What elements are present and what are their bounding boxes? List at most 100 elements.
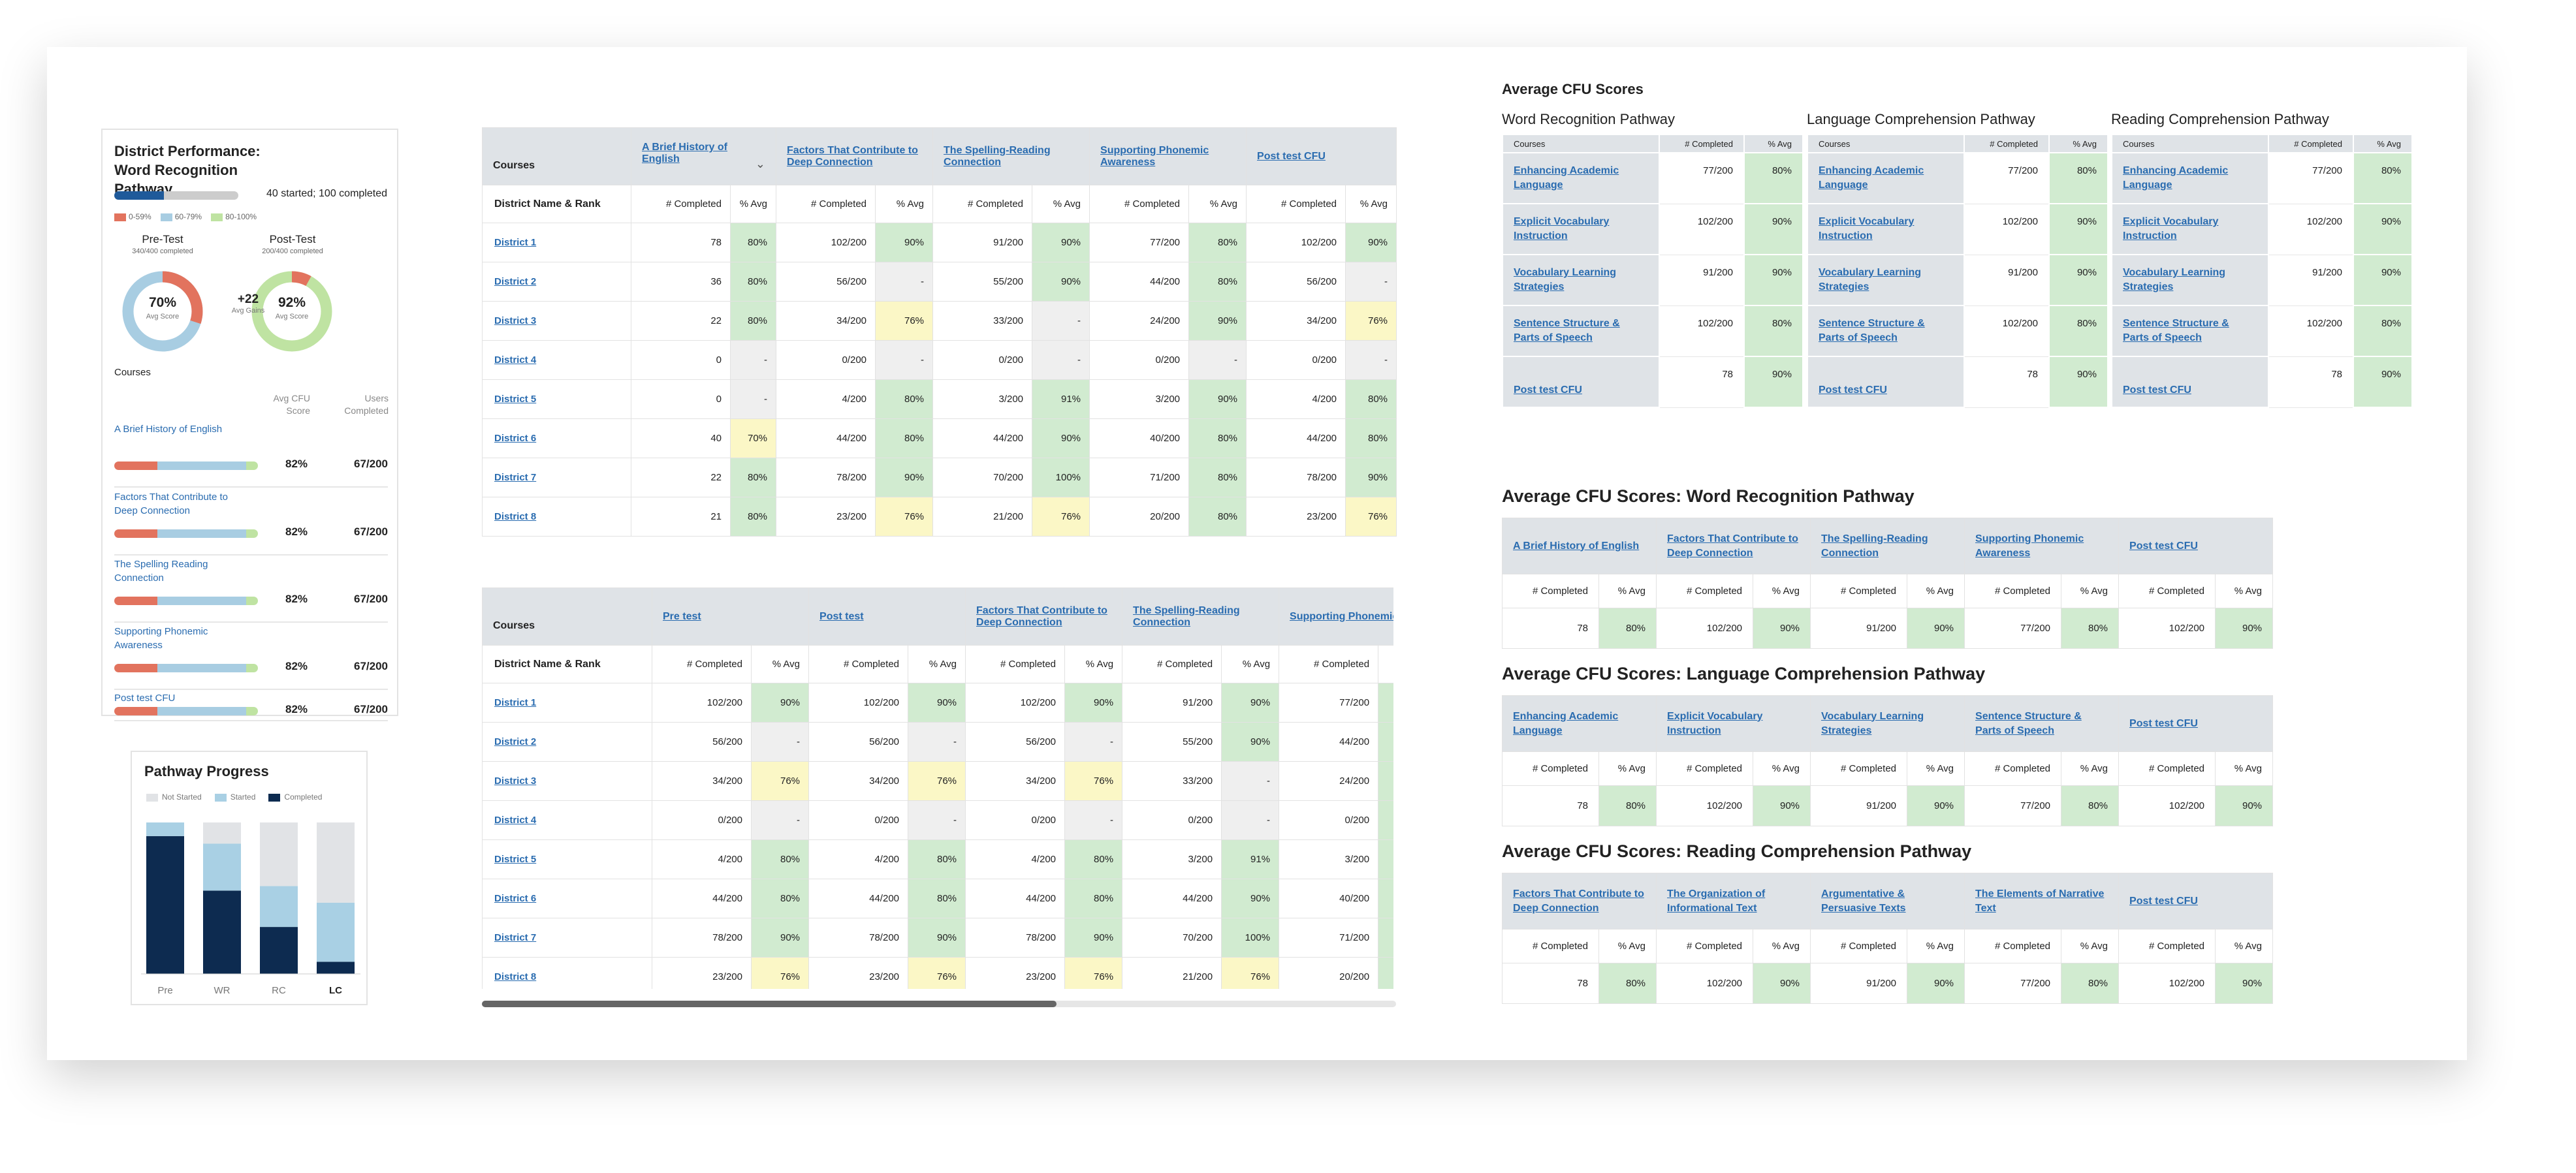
district-link[interactable]: District 3 [494, 775, 537, 787]
course-link[interactable]: Sentence Structure & Parts of Speech [1819, 318, 1925, 343]
course-cell[interactable]: Post test CFU [1502, 356, 1660, 408]
district-name-cell[interactable]: District 3 [482, 301, 631, 341]
course-header-cell[interactable]: Post test CFU [2118, 695, 2274, 752]
district-name-cell[interactable]: District 4 [482, 340, 631, 380]
course-link[interactable]: The Spelling-Reading Connection [1821, 533, 1928, 559]
course-link[interactable]: Explicit Vocabulary Instruction [1819, 216, 1915, 242]
district-link[interactable]: District 6 [494, 893, 537, 904]
course-cell[interactable]: Explicit Vocabulary Instruction [1807, 203, 1965, 255]
district-name-cell[interactable]: District 6 [482, 418, 631, 458]
course-cell[interactable]: Enhancing Academic Language [1502, 152, 1660, 204]
course-link[interactable]: A Brief History of English [642, 142, 727, 164]
course-header-cell[interactable]: Pre test [651, 587, 810, 646]
district-link[interactable]: District 8 [494, 971, 537, 982]
course-header-cell[interactable]: Vocabulary Learning Strategies [1810, 695, 1965, 752]
horizontal-scrollbar[interactable] [482, 1001, 1396, 1007]
course-cell[interactable]: Sentence Structure & Parts of Speech [2111, 305, 2269, 357]
course-name[interactable]: The Spelling Reading Connection [114, 559, 208, 584]
course-name[interactable]: Supporting Phonemic Awareness [114, 626, 208, 651]
sort-chevron-icon[interactable]: ⌄ [755, 157, 766, 170]
course-link[interactable]: Vocabulary Learning Strategies [1821, 710, 1924, 736]
district-link[interactable]: District 5 [494, 854, 537, 865]
course-link[interactable]: Factors That Contribute to Deep Connecti… [976, 604, 1107, 628]
district-link[interactable]: District 4 [494, 354, 537, 366]
course-link[interactable]: Vocabulary Learning Strategies [1819, 267, 1922, 292]
district-link[interactable]: District 7 [494, 472, 537, 483]
course-link[interactable]: Post test CFU [2123, 384, 2191, 396]
course-row[interactable]: The Spelling Reading Connection 82% 67/200 [114, 557, 388, 623]
course-link[interactable]: The Organization of Informational Text [1667, 888, 1766, 914]
course-link[interactable]: Sentence Structure & Parts of Speech [1514, 318, 1620, 343]
course-link[interactable]: The Elements of Narrative Text [1975, 888, 2105, 914]
district-name-cell[interactable]: District 7 [482, 918, 652, 958]
course-link[interactable]: Explicit Vocabulary Instruction [2123, 216, 2219, 242]
course-header-cell[interactable]: Post test CFU [2118, 873, 2274, 930]
course-link[interactable]: Enhancing Academic Language [1819, 165, 1924, 191]
district-name-cell[interactable]: District 8 [482, 957, 652, 989]
course-header-cell[interactable]: Argumentative & Persuasive Texts [1810, 873, 1965, 930]
district-name-cell[interactable]: District 2 [482, 722, 652, 762]
course-link[interactable]: Explicit Vocabulary Instruction [1514, 216, 1610, 242]
course-header-cell[interactable]: The Spelling-Reading Connection [1810, 518, 1965, 574]
district-link[interactable]: District 3 [494, 315, 537, 326]
district-name-cell[interactable]: District 3 [482, 761, 652, 801]
course-link[interactable]: The Spelling-Reading Connection [944, 144, 1051, 168]
course-header-cell[interactable]: Supporting Phonemic Awareness [1279, 587, 1393, 646]
course-link[interactable]: Vocabulary Learning Strategies [1514, 267, 1617, 292]
district-link[interactable]: District 6 [494, 433, 537, 444]
course-cell[interactable]: Vocabulary Learning Strategies [1502, 254, 1660, 306]
scrollbar-thumb[interactable] [482, 1001, 1057, 1007]
district-name-cell[interactable]: District 8 [482, 497, 631, 537]
course-header-cell[interactable]: The Organization of Informational Text [1656, 873, 1811, 930]
district-link[interactable]: District 7 [494, 932, 537, 943]
course-header-cell[interactable]: Factors That Contribute to Deep Connecti… [1656, 518, 1811, 574]
course-name[interactable]: Factors That Contribute to Deep Connecti… [114, 492, 228, 516]
district-name-cell[interactable]: District 7 [482, 458, 631, 497]
course-cell[interactable]: Enhancing Academic Language [2111, 152, 2269, 204]
course-cell[interactable]: Explicit Vocabulary Instruction [2111, 203, 2269, 255]
course-header-cell[interactable]: Post test [808, 587, 966, 646]
course-row[interactable]: A Brief History of English 82% 67/200 [114, 422, 388, 488]
course-link[interactable]: A Brief History of English [1513, 540, 1640, 552]
course-header-cell[interactable]: Post test CFU [1246, 127, 1397, 185]
course-header-cell[interactable]: Enhancing Academic Language [1501, 695, 1657, 752]
course-link[interactable]: Factors That Contribute to Deep Connecti… [1513, 888, 1644, 914]
course-header-cell[interactable]: Factors That Contribute to Deep Connecti… [965, 587, 1123, 646]
course-header-cell[interactable]: Supporting Phonemic Awareness [1089, 127, 1247, 185]
district-link[interactable]: District 5 [494, 394, 537, 405]
course-link[interactable]: Post test CFU [1257, 150, 1326, 162]
course-link[interactable]: Enhancing Academic Language [2123, 165, 2229, 191]
course-cell[interactable]: Vocabulary Learning Strategies [1807, 254, 1965, 306]
district-name-cell[interactable]: District 1 [482, 223, 631, 262]
district-link[interactable]: District 1 [494, 697, 537, 708]
course-row[interactable]: Factors That Contribute to Deep Connecti… [114, 490, 388, 555]
course-link[interactable]: Vocabulary Learning Strategies [2123, 267, 2226, 292]
course-link[interactable]: Explicit Vocabulary Instruction [1667, 710, 1763, 736]
district-name-cell[interactable]: District 2 [482, 262, 631, 302]
course-cell[interactable]: Enhancing Academic Language [1807, 152, 1965, 204]
course-link[interactable]: Supporting Phonemic Awareness [1975, 533, 2084, 559]
course-row[interactable]: Post test CFU 82% 67/200 [114, 691, 388, 721]
course-link[interactable]: Enhancing Academic Language [1513, 710, 1619, 736]
course-link[interactable]: Post test CFU [1514, 384, 1582, 396]
course-name[interactable]: A Brief History of English [114, 424, 223, 435]
course-link[interactable]: Enhancing Academic Language [1514, 165, 1619, 191]
district-name-cell[interactable]: District 5 [482, 839, 652, 879]
course-link[interactable]: Pre test [663, 610, 701, 622]
district-link[interactable]: District 2 [494, 736, 537, 747]
district-name-cell[interactable]: District 5 [482, 379, 631, 419]
course-row[interactable]: Supporting Phonemic Awareness 82% 67/200 [114, 625, 388, 690]
course-header-cell[interactable]: Factors That Contribute to Deep Connecti… [1501, 873, 1657, 930]
course-link[interactable]: Post test CFU [2129, 540, 2198, 552]
district-name-cell[interactable]: District 1 [482, 683, 652, 723]
course-link[interactable]: Post test CFU [2129, 717, 2198, 729]
course-header-cell[interactable]: The Elements of Narrative Text [1964, 873, 2120, 930]
course-cell[interactable]: Explicit Vocabulary Instruction [1502, 203, 1660, 255]
course-link[interactable]: Sentence Structure & Parts of Speech [1975, 710, 2082, 736]
course-header-cell[interactable]: Supporting Phonemic Awareness [1964, 518, 2120, 574]
course-header-cell[interactable]: Factors That Contribute to Deep Connecti… [776, 127, 934, 185]
course-link[interactable]: Factors That Contribute to Deep Connecti… [787, 144, 918, 168]
course-header-cell[interactable]: The Spelling-Reading Connection [932, 127, 1090, 185]
course-cell[interactable]: Sentence Structure & Parts of Speech [1807, 305, 1965, 357]
course-link[interactable]: Argumentative & Persuasive Texts [1821, 888, 1906, 914]
